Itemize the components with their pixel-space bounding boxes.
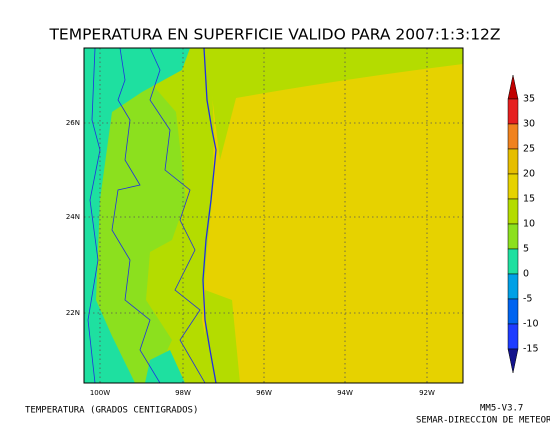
colorbar-label: 15	[523, 194, 535, 205]
colorbar-segment	[507, 223, 519, 250]
land-cool	[84, 82, 186, 383]
map-frame	[83, 47, 464, 384]
colorbar-label: 35	[523, 94, 535, 105]
lon-label: 96W	[256, 389, 272, 397]
variable-label: TEMPERATURA (GRADOS CENTIGRADOS)	[25, 406, 198, 416]
colorbar-bottom	[507, 348, 519, 374]
colorbar-segment	[507, 298, 519, 325]
lat-label: 24N	[66, 213, 80, 221]
lon-label: 94W	[337, 389, 353, 397]
colorbar-segment	[507, 123, 519, 150]
colorbar-segment	[507, 173, 519, 200]
colorbar-label: 10	[523, 219, 535, 230]
colorbar-label: -15	[523, 344, 539, 355]
colorbar-label: 30	[523, 119, 535, 130]
agency-label: SEMAR-DIRECCION DE METEOROLOGIA	[416, 416, 550, 425]
colorbar-segment	[507, 248, 519, 275]
coastline	[202, 48, 217, 383]
colorbar-label: -10	[523, 319, 539, 330]
lon-label: 98W	[175, 389, 191, 397]
colorbar-segment	[507, 198, 519, 225]
state-border	[149, 48, 206, 383]
model-label: MM5-V3.7	[480, 404, 523, 414]
coastal-band	[205, 290, 240, 383]
colorbar-segment	[507, 273, 519, 300]
colorbar-label: 25	[523, 144, 535, 155]
state-border	[87, 48, 101, 383]
lat-label: 22N	[66, 309, 80, 317]
warm-band	[200, 48, 463, 160]
lon-label: 100W	[90, 389, 110, 397]
colorbar: 35 30 25 20 15 10 5 0 -5 -10 -15	[507, 74, 539, 374]
colorbar-label: 5	[523, 244, 529, 255]
lat-label: 26N	[66, 119, 80, 127]
colorbar-segment	[507, 323, 519, 350]
land-cold	[84, 48, 190, 383]
colorbar-segment	[507, 148, 519, 175]
state-border	[111, 48, 161, 383]
map-title: TEMPERATURA EN SUPERFICIE VALIDO PARA 20…	[48, 26, 500, 44]
colorbar-label: -5	[523, 294, 532, 305]
colorbar-segment	[507, 98, 519, 125]
colorbar-label: 0	[523, 269, 529, 280]
colorbar-top	[507, 74, 519, 100]
colorbar-label: 20	[523, 169, 535, 180]
map-panel	[83, 47, 464, 384]
lon-label: 92W	[419, 389, 435, 397]
